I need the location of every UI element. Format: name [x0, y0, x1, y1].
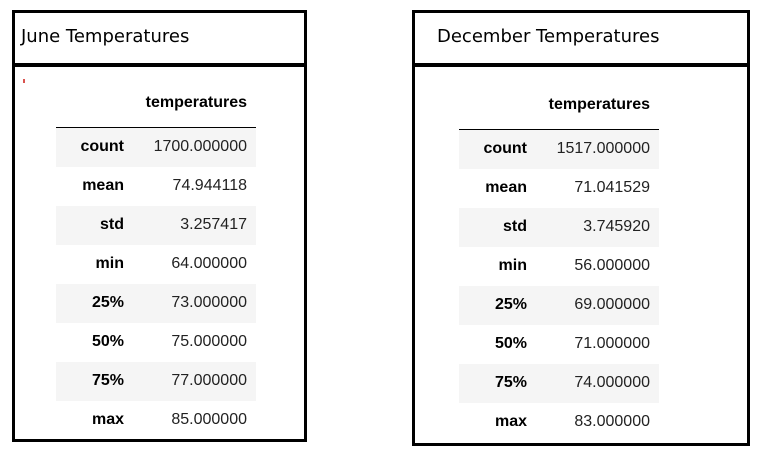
column-header: temperatures [134, 79, 256, 128]
table-row: max 85.000000 [56, 401, 256, 440]
table-row: 75% 77.000000 [56, 361, 256, 401]
row-value: 83.000000 [574, 413, 650, 430]
row-value: 64.000000 [171, 255, 247, 272]
row-label: count [483, 140, 527, 158]
table-row: min 64.000000 [56, 245, 256, 284]
row-value: 1700.000000 [153, 138, 247, 156]
row-label: min [95, 255, 124, 272]
row-value: 77.000000 [171, 372, 247, 389]
row-label: max [494, 413, 527, 430]
row-label: 50% [91, 333, 124, 350]
table-row: 75% 74.000000 [459, 363, 659, 403]
row-value: 75.000000 [171, 333, 247, 350]
row-label: 75% [494, 374, 527, 391]
row-label: std [503, 218, 527, 235]
row-label: 75% [91, 372, 124, 389]
table-row: 25% 73.000000 [56, 283, 256, 323]
row-label: 25% [91, 294, 124, 311]
table-row: count 1700.000000 [56, 127, 256, 167]
row-label: 25% [494, 296, 527, 313]
row-label: 50% [494, 335, 527, 352]
table-header-row: temperatures [56, 79, 256, 128]
december-stats-table: temperatures count 1517.000000 mean 71.041… [459, 81, 659, 442]
table-header-row: temperatures [459, 81, 659, 130]
row-label: std [100, 216, 124, 233]
december-panel-title: December Temperatures [415, 13, 747, 67]
row-label: mean [82, 177, 124, 194]
row-label: max [91, 411, 124, 428]
table-corner-cell [56, 79, 134, 128]
table-row: 25% 69.000000 [459, 285, 659, 325]
table-row: min 56.000000 [459, 247, 659, 286]
june-temperatures-panel: June Temperatures temperatures count 1700… [12, 10, 307, 442]
row-value: 85.000000 [171, 411, 247, 428]
december-temperatures-panel: December Temperatures temperatures count… [412, 10, 750, 446]
row-value: 69.000000 [574, 296, 650, 313]
table-row: mean 74.944118 [56, 167, 256, 206]
table-row: 50% 71.000000 [459, 325, 659, 364]
table-row: count 1517.000000 [459, 129, 659, 169]
row-label: mean [485, 179, 527, 196]
table-corner-cell [459, 81, 537, 130]
table-row: std 3.745920 [459, 207, 659, 247]
row-label: count [80, 138, 124, 156]
june-panel-title: June Temperatures [15, 13, 304, 67]
row-label: min [498, 257, 527, 274]
june-stats-table: temperatures count 1700.000000 mean 74.944… [56, 79, 256, 440]
row-value: 73.000000 [171, 294, 247, 311]
table-row: std 3.257417 [56, 205, 256, 245]
row-value: 3.257417 [180, 216, 247, 233]
row-value: 56.000000 [574, 257, 650, 274]
row-value: 74.000000 [574, 374, 650, 391]
row-value: 71.041529 [574, 179, 650, 196]
table-row: mean 71.041529 [459, 169, 659, 208]
row-value: 3.745920 [583, 218, 650, 235]
cell-marker [23, 79, 25, 83]
row-value: 74.944118 [172, 177, 247, 194]
row-value: 1517.000000 [556, 140, 650, 158]
row-value: 71.000000 [574, 335, 650, 352]
table-row: 50% 75.000000 [56, 323, 256, 362]
table-row: max 83.000000 [459, 403, 659, 442]
column-header: temperatures [537, 81, 659, 130]
